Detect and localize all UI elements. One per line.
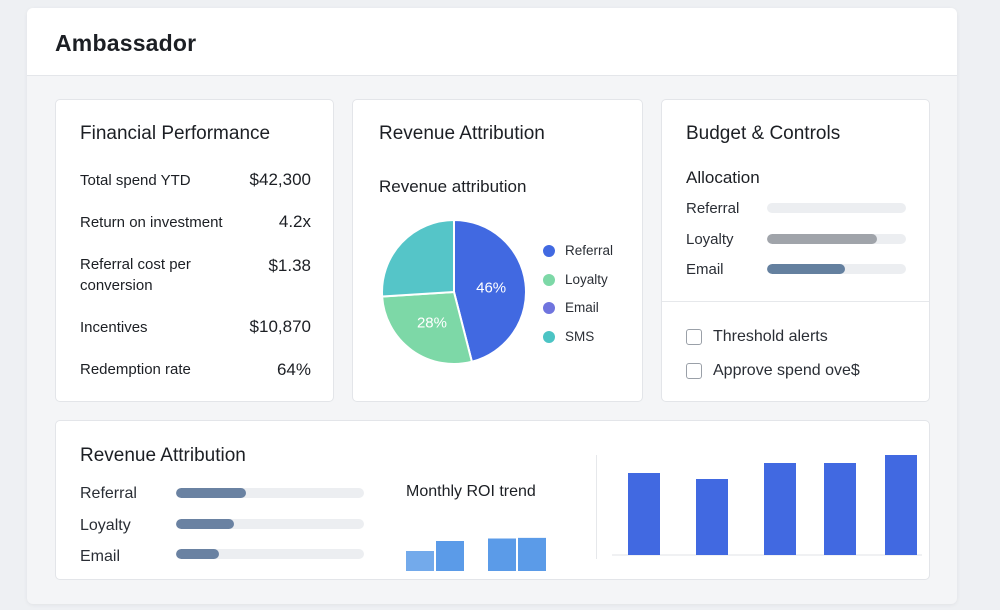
- metric-value: 64%: [276, 360, 311, 379]
- allocation-bar: [767, 264, 906, 274]
- roi-trend-title: Monthly ROI trend: [406, 483, 536, 500]
- legend-swatch: [543, 244, 555, 257]
- roi-bar: [518, 537, 546, 571]
- card-title: Revenue Attribution: [379, 123, 545, 144]
- legend-label: Loyalty: [565, 272, 608, 287]
- bar: [764, 463, 796, 555]
- financial-performance-card: Financial Performance Total spend YTD $4…: [55, 99, 334, 402]
- card-title: Financial Performance: [80, 123, 271, 144]
- metric-label: Incentives: [80, 319, 148, 336]
- legend-swatch: [543, 273, 555, 286]
- bar: [824, 463, 856, 555]
- pie-slice-referral: [453, 218, 527, 363]
- pie-slice-label: 46%: [476, 279, 506, 296]
- allocation-bar: [767, 234, 906, 244]
- divider: [662, 301, 929, 302]
- legend-swatch: [543, 301, 555, 314]
- allocation-title: Allocation: [686, 168, 760, 187]
- approve-spend-checkbox[interactable]: Approve spend ove$: [686, 362, 860, 380]
- legend-swatch: [543, 330, 555, 343]
- pie-slice-label: 28%: [417, 314, 447, 331]
- roi-trend-chart: [406, 537, 546, 571]
- bar: [628, 473, 660, 555]
- roi-bar: [406, 551, 434, 571]
- roi-bar: [436, 541, 464, 571]
- roi-bar: [488, 538, 516, 571]
- bar: [885, 455, 917, 555]
- allocation-label: Email: [686, 261, 724, 278]
- checkbox-label: Approve spend ove$: [713, 362, 860, 379]
- chart-subtitle: Revenue attribution: [379, 177, 527, 196]
- bar-chart: [612, 455, 922, 556]
- pie-slice-sms: [381, 218, 455, 298]
- app-window: Ambassador Financial Performance Total s…: [27, 8, 957, 604]
- attribution-bar: [176, 519, 364, 529]
- allocation-label: Referral: [686, 200, 740, 217]
- metric-value: $10,870: [249, 317, 311, 336]
- revenue-pie-chart: 46% 28%: [381, 218, 527, 365]
- revenue-attribution-card: Revenue Attribution Revenue attribution …: [352, 99, 643, 402]
- legend-item-referral: Referral: [543, 243, 613, 258]
- app-title: Ambassador: [55, 30, 197, 56]
- attribution-label: Email: [80, 548, 121, 565]
- bar: [696, 479, 728, 555]
- metric-value: $42,300: [249, 170, 311, 189]
- attribution-bar: [176, 549, 364, 559]
- title-bar: Ambassador: [27, 8, 957, 76]
- legend-label: Email: [565, 300, 599, 315]
- checkbox-box[interactable]: [686, 363, 702, 379]
- divider-vertical: [596, 455, 597, 559]
- metric-label: Return on investment: [80, 214, 223, 231]
- legend-label: Referral: [565, 243, 614, 258]
- allocation-label: Loyalty: [686, 231, 734, 248]
- checkbox-label: Threshold alerts: [713, 328, 828, 345]
- attribution-label: Loyalty: [80, 517, 131, 534]
- budget-controls-card: Budget & Controls Allocation Referral Lo…: [661, 99, 930, 402]
- legend-item-sms: SMS: [543, 329, 594, 344]
- pie-slice-loyalty: [381, 290, 474, 365]
- legend-label: SMS: [565, 329, 595, 344]
- metric-label: Total spend YTD: [80, 172, 191, 189]
- threshold-alerts-checkbox[interactable]: Threshold alerts: [686, 328, 828, 346]
- metric-value: $1.38: [268, 256, 311, 275]
- card-title: Budget & Controls: [686, 123, 841, 144]
- metric-value: 4.2x: [278, 212, 311, 231]
- metric-label: Referral cost per conversion: [80, 256, 191, 294]
- metric-label: Redemption rate: [80, 361, 191, 378]
- allocation-bar: [767, 203, 906, 213]
- checkbox-box[interactable]: [686, 329, 702, 345]
- legend-item-email: Email: [543, 300, 599, 315]
- attribution-label: Referral: [80, 485, 137, 502]
- revenue-attribution-bottom-card: Revenue Attribution Referral Loyalty Ema…: [55, 420, 930, 580]
- card-title: Revenue Attribution: [80, 445, 246, 466]
- legend-item-loyalty: Loyalty: [543, 272, 608, 287]
- attribution-bar: [176, 488, 364, 498]
